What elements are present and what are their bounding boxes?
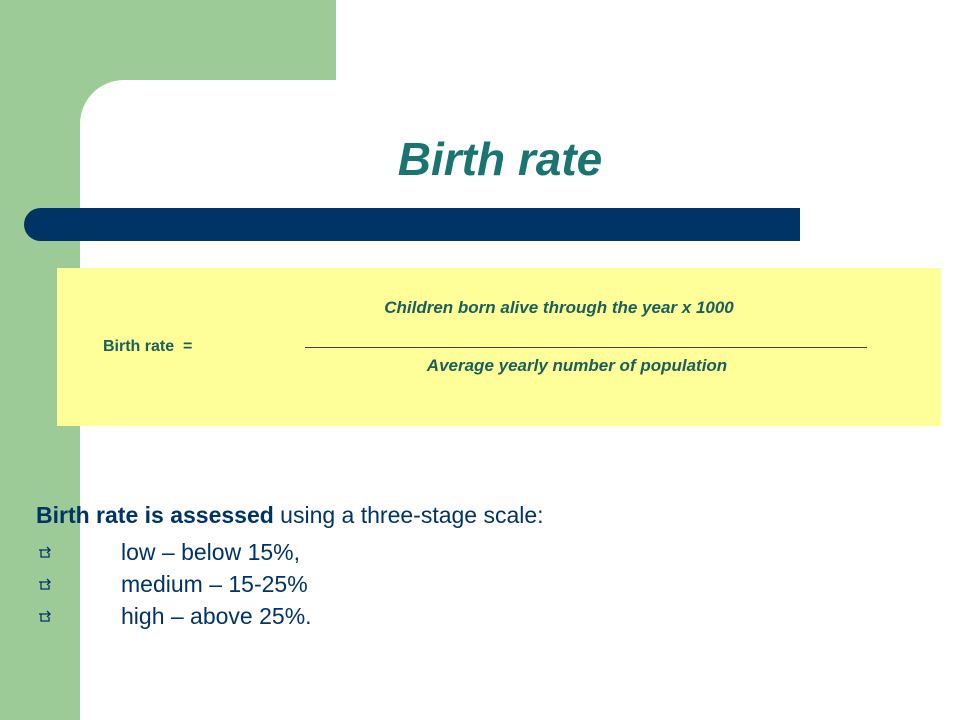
formula-denominator: Average yearly number of population — [426, 356, 728, 375]
level-high: high – above 25%. — [121, 603, 312, 629]
decorative-bar-notch — [40, 241, 66, 243]
list-item: high – above 25%. — [36, 600, 916, 632]
decorative-title-bar — [24, 208, 800, 241]
slide-title: Birth rate — [397, 133, 603, 185]
decorative-green-band-top — [0, 0, 336, 80]
level-low: low – below 15%, — [121, 539, 300, 565]
fraction-line — [305, 347, 867, 348]
formula-box: Children born alive through the year x 1… — [57, 268, 941, 426]
assessment-intro-rest: using a three-stage scale: — [273, 502, 544, 528]
assessment-section: Birth rate is assessed using a three-sta… — [36, 500, 916, 632]
pointing-hand-icon — [38, 568, 60, 600]
formula-numerator: Children born alive through the year x 1… — [384, 298, 734, 317]
assessment-intro: Birth rate is assessed using a three-sta… — [36, 500, 916, 530]
pointing-hand-icon — [38, 600, 60, 632]
list-item: medium – 15-25% — [36, 568, 916, 600]
level-medium: medium – 15-25% — [121, 571, 308, 597]
levels-list: low – below 15%, medium – 15-25% high – … — [36, 536, 916, 632]
list-item: low – below 15%, — [36, 536, 916, 568]
formula-lhs: Birth rate = — [103, 338, 193, 355]
pointing-hand-icon — [38, 536, 60, 568]
assessment-intro-bold: Birth rate is assessed — [36, 502, 274, 528]
